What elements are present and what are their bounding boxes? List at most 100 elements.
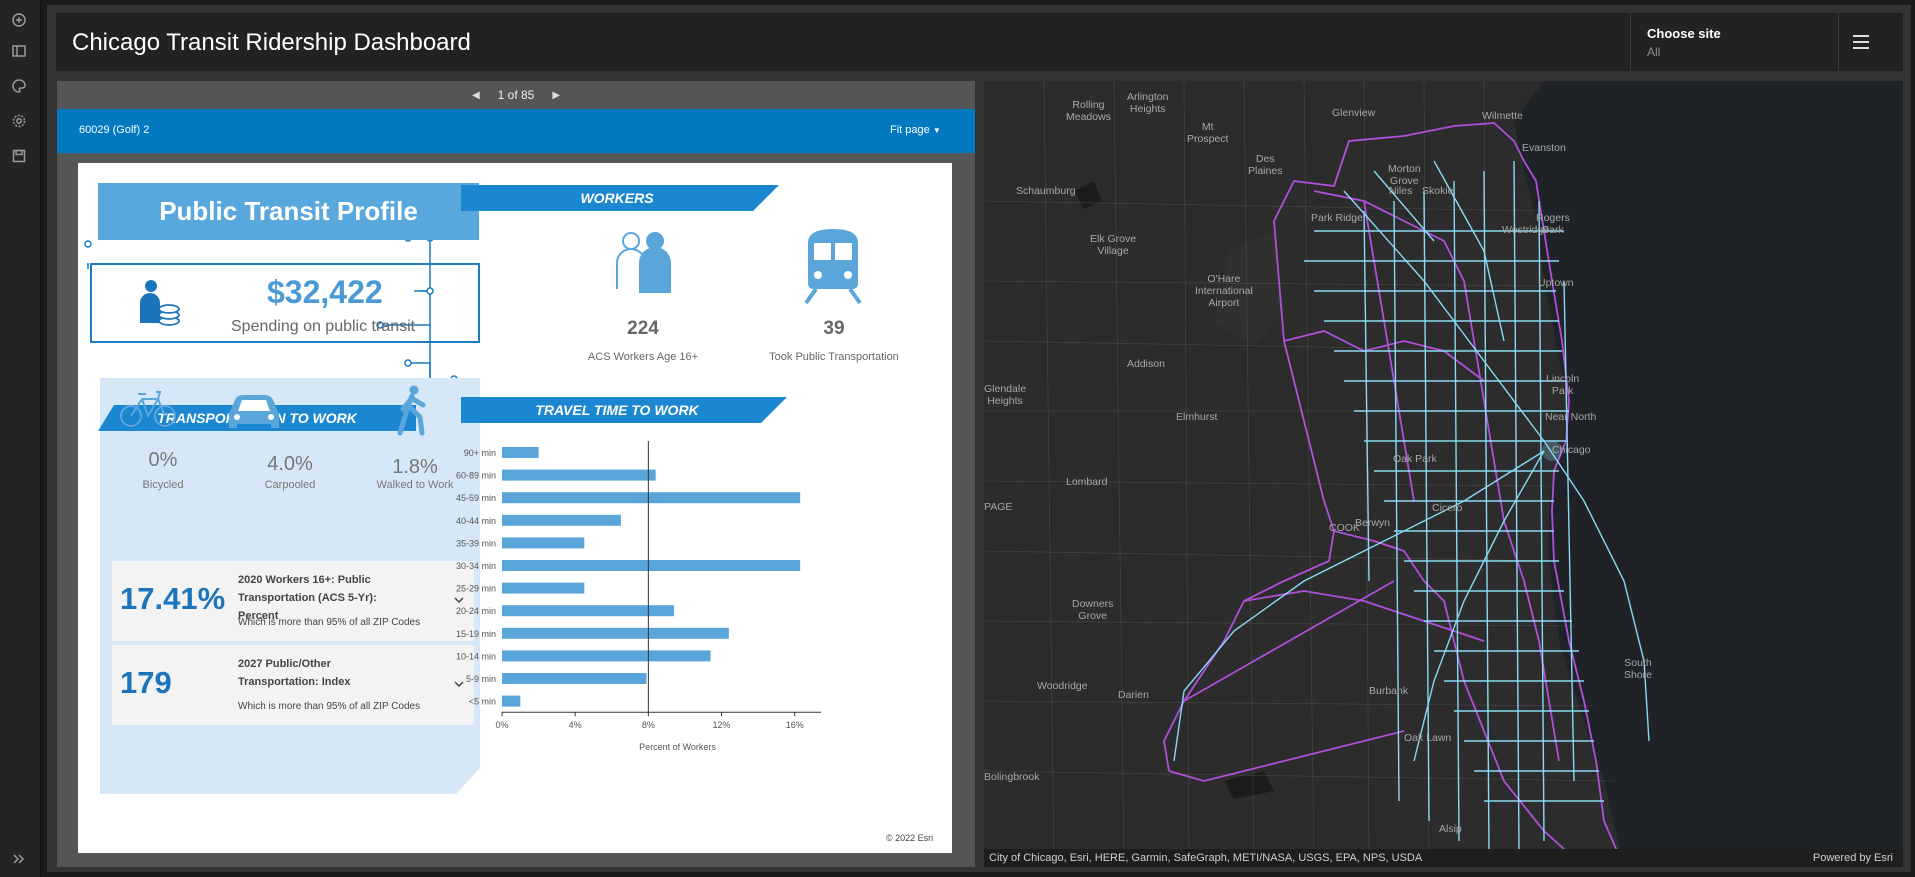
chevron-down-icon[interactable]	[454, 595, 464, 605]
travel-banner: TRAVEL TIME TO WORK	[535, 402, 699, 418]
spending-label: Spending on public transit	[231, 318, 416, 335]
chart-category-label: 90+ min	[464, 448, 496, 458]
chart-bar	[502, 514, 621, 526]
save-icon[interactable]	[8, 145, 30, 167]
public-transport-percent-card[interactable]: 17.41% 2020 Workers 16+: Public Transpor…	[112, 561, 474, 641]
next-page-icon[interactable]: ▶	[552, 89, 561, 101]
map-label: Morton Grove	[1388, 163, 1421, 187]
chart-bar	[502, 447, 539, 458]
chart-bar	[502, 673, 647, 684]
walked-value: 1.8%	[392, 456, 438, 478]
map-label: Elmhurst	[1176, 411, 1218, 423]
workers-banner: WORKERS	[580, 190, 654, 206]
profile-title: Public Transit Profile	[98, 183, 479, 240]
public-transport-value: 39	[823, 318, 845, 339]
map-label: Woodridge	[1037, 680, 1088, 692]
map-label: Mt Prospect	[1187, 121, 1229, 145]
public-transport-label: Took Public Transportation	[769, 351, 899, 363]
map-label: Cicero	[1432, 502, 1463, 514]
bicycled-value: 0%	[148, 449, 178, 471]
walker-icon	[397, 385, 426, 436]
chart-category-label: 40-44 min	[456, 516, 496, 526]
map-label: Elk Grove Village	[1090, 233, 1137, 257]
chart-tick-label: 4%	[569, 720, 582, 730]
chart-category-label: <5 min	[469, 697, 496, 707]
chart-category-label: 20-24 min	[456, 606, 496, 616]
map-label: Downers Grove	[1072, 598, 1114, 622]
hamburger-menu-icon[interactable]	[1853, 31, 1875, 53]
card-value: 17.41%	[120, 581, 226, 616]
add-circle-icon[interactable]	[8, 9, 30, 31]
map-view[interactable]: Arlington Heights Rolling Meadows Glenview Wi…	[984, 81, 1903, 867]
chart-category-label: 25-29 min	[456, 584, 496, 594]
chart-category-label: 15-19 min	[456, 629, 496, 639]
travel-banner-shape	[461, 397, 787, 423]
chart-x-axis-label: Percent of Workers	[639, 742, 716, 752]
map-label: Niles	[1389, 185, 1413, 197]
chart-bar	[502, 582, 585, 594]
spending-value: $32,422	[267, 274, 383, 310]
map-label: Near North	[1545, 411, 1597, 423]
map-label: Rogers Park	[1536, 212, 1570, 236]
map-label: Burbank	[1369, 685, 1409, 697]
map-label: O'Hare International Airport	[1195, 273, 1253, 309]
chart-bar	[502, 469, 656, 481]
map-label: Schaumburg	[1016, 185, 1076, 197]
chart-tick-label: 8%	[642, 720, 655, 730]
chart-category-label: 10-14 min	[456, 651, 496, 661]
fit-page-dropdown[interactable]: Fit page ▼	[890, 124, 941, 136]
car-icon	[229, 395, 279, 428]
chevron-down-icon[interactable]	[454, 679, 464, 689]
map-label: Westridge	[1502, 224, 1550, 236]
carpooled-value: 4.0%	[267, 453, 313, 475]
chart-category-label: 5-9 min	[466, 674, 496, 684]
choose-site-value: All	[1647, 45, 1661, 59]
caret-down-icon: ▼	[932, 126, 941, 135]
powered-by: Powered by Esri	[1812, 852, 1893, 864]
map-label: Des Plaines	[1248, 153, 1283, 177]
map-label: Bolingbrook	[984, 771, 1040, 783]
carpooled-label: Carpooled	[264, 479, 316, 491]
map-label: Addison	[1127, 358, 1165, 370]
paint-palette-icon[interactable]	[8, 75, 30, 97]
map-label: Wilmette	[1482, 110, 1523, 122]
dashboard-title: Chicago Transit Ridership Dashboard	[72, 29, 471, 56]
card-value: 179	[120, 665, 172, 700]
travel-time-chart: 90+ min 60-89 min 45-59 min 40-44 min 35-39 …	[456, 441, 821, 752]
chart-category-label: 35-39 min	[456, 538, 496, 548]
workers-banner-shape	[461, 185, 779, 211]
map-label: Arlington Heights	[1127, 91, 1169, 115]
map-label: COOK	[1329, 522, 1360, 534]
settings-icon[interactable]	[8, 110, 30, 132]
workers-label: ACS Workers Age 16+	[587, 351, 699, 363]
expand-icon[interactable]	[8, 848, 30, 870]
map-label: Oak Lawn	[1404, 732, 1452, 744]
map-label: Park Ridge	[1311, 212, 1363, 224]
map-label: Rolling Meadows	[1066, 99, 1111, 123]
copyright: © 2022 Esri	[886, 833, 934, 843]
map-label: Chicago	[1552, 444, 1591, 456]
map-label: Glendale Heights	[984, 383, 1027, 407]
chart-tick-label: 12%	[713, 720, 731, 730]
public-transport-index-card[interactable]: 179 2027 Public/Other Transportation: In…	[112, 645, 474, 725]
chart-category-label: 45-59 min	[456, 493, 496, 503]
map-canvas[interactable]	[984, 81, 1903, 867]
map-label: Skokie	[1422, 185, 1454, 197]
infographic-page: Public Transit Profile $32,422 Spending …	[78, 163, 952, 853]
walked-label: Walked to Work	[376, 479, 454, 491]
report-toolbar: 60029 (Golf) 2 Fit page ▼	[57, 109, 975, 153]
panel-icon[interactable]	[8, 40, 30, 62]
people-icon	[616, 232, 671, 293]
chart-bar	[502, 560, 801, 571]
bicycle-icon	[120, 391, 176, 427]
left-toolbar	[0, 0, 41, 877]
previous-page-icon[interactable]: ◀	[471, 89, 480, 101]
map-label: PAGE	[984, 501, 1013, 513]
map-label: Alsip	[1439, 823, 1462, 835]
chart-category-label: 30-34 min	[456, 561, 496, 571]
map-label: Lincoln Park	[1546, 373, 1580, 397]
spending-box: $32,422 Spending on public transit	[90, 263, 480, 343]
choose-site-selector[interactable]: Choose site All	[1630, 13, 1839, 71]
card-subtitle: Which is more than 95% of all ZIP Codes	[238, 701, 421, 712]
